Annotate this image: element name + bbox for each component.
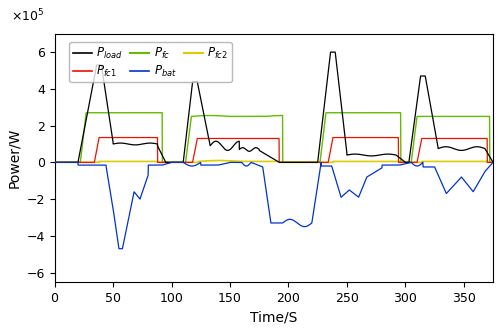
- $P_{load}$: [328, 50, 334, 54]
- $P_{load}$: [455, 148, 461, 152]
- $P_{bat}$: [52, 160, 58, 164]
- $P_{fc2}$: [216, 159, 222, 163]
- $P_{fc}$: [490, 160, 496, 164]
- $P_{fc2}$: [52, 160, 58, 164]
- $P_{fc1}$: [476, 136, 482, 140]
- $P_{load}$: [370, 154, 376, 158]
- $P_{fc}$: [52, 160, 58, 164]
- Legend: $P_{load}$, $P_{fc1}$, $P_{fc}$, $P_{bat}$, $P_{fc2}$: $P_{load}$, $P_{fc1}$, $P_{fc}$, $P_{bat…: [70, 42, 232, 82]
- $P_{fc2}$: [455, 160, 461, 164]
- $P_{load}$: [236, 139, 242, 143]
- Text: $\times10^5$: $\times10^5$: [11, 7, 44, 24]
- $P_{load}$: [240, 146, 246, 150]
- $P_{fc2}$: [236, 160, 242, 164]
- $P_{fc1}$: [370, 136, 376, 140]
- $P_{fc}$: [83, 111, 89, 115]
- $P_{fc2}$: [476, 160, 482, 164]
- Line: $P_{bat}$: $P_{bat}$: [54, 162, 493, 249]
- $P_{bat}$: [236, 160, 242, 164]
- $P_{fc}$: [370, 111, 376, 115]
- X-axis label: Time/S: Time/S: [250, 310, 298, 324]
- $P_{fc}$: [476, 115, 482, 118]
- $P_{fc2}$: [260, 160, 266, 164]
- Line: $P_{fc2}$: $P_{fc2}$: [54, 161, 493, 162]
- $P_{fc1}$: [455, 136, 461, 140]
- Y-axis label: Power/W: Power/W: [7, 127, 21, 188]
- $P_{bat}$: [455, 179, 461, 183]
- $P_{load}$: [260, 151, 266, 155]
- $P_{bat}$: [240, 161, 246, 165]
- $P_{fc1}$: [490, 160, 496, 164]
- $P_{fc}$: [240, 115, 246, 118]
- Line: $P_{fc1}$: $P_{fc1}$: [54, 138, 493, 162]
- $P_{fc2}$: [240, 160, 246, 164]
- $P_{bat}$: [260, 167, 266, 171]
- $P_{load}$: [52, 160, 58, 164]
- $P_{fc1}$: [260, 136, 266, 140]
- $P_{load}$: [490, 160, 496, 164]
- $P_{bat}$: [490, 160, 496, 164]
- $P_{fc2}$: [490, 160, 496, 164]
- $P_{fc1}$: [96, 136, 102, 140]
- $P_{fc}$: [455, 115, 461, 118]
- $P_{fc}$: [260, 115, 266, 118]
- $P_{fc1}$: [236, 136, 242, 140]
- $P_{fc1}$: [52, 160, 58, 164]
- $P_{fc1}$: [240, 136, 246, 140]
- $P_{fc}$: [236, 115, 242, 118]
- $P_{bat}$: [116, 247, 122, 251]
- $P_{bat}$: [370, 171, 376, 175]
- Line: $P_{load}$: $P_{load}$: [54, 52, 493, 162]
- Line: $P_{fc}$: $P_{fc}$: [54, 113, 493, 162]
- $P_{fc2}$: [370, 160, 376, 164]
- $P_{load}$: [476, 145, 482, 149]
- $P_{bat}$: [476, 178, 482, 182]
